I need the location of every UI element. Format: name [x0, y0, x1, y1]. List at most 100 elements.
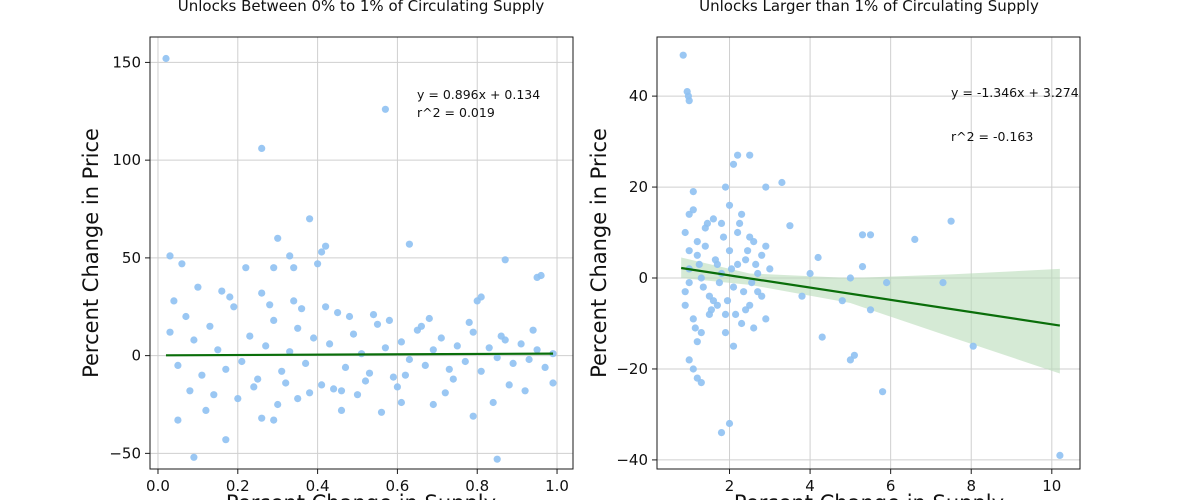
- right-data-point: [725, 201, 734, 209]
- left-data-point: [449, 375, 457, 383]
- right-data-point: [740, 288, 748, 296]
- left-ticks: 0.0 0.2 0.4 0.6 0.8 1.0 −50 0 50 100 150: [109, 53, 569, 495]
- right-data-point: [689, 188, 697, 196]
- right-scatter-panel: Unlocks Larger than 1% of Circulating Su…: [587, 0, 1081, 504]
- right-data-point: [681, 288, 689, 296]
- left-data-point: [549, 379, 557, 387]
- right-plot-frame: [656, 36, 1081, 470]
- right-data-point: [705, 292, 714, 300]
- right-data-point: [689, 315, 697, 323]
- right-data-point: [969, 342, 977, 350]
- right-data-point: [748, 279, 756, 287]
- right-data-point: [699, 283, 707, 291]
- left-data-point: [385, 316, 393, 324]
- left-data-point: [166, 252, 174, 260]
- left-data-point: [314, 260, 322, 268]
- left-data-point: [465, 318, 473, 326]
- left-data-point: [190, 453, 198, 461]
- right-ticks: 2 4 6 8 10 −40 −20 0 20 40: [616, 87, 1061, 495]
- left-data-point: [242, 264, 250, 272]
- left-data-point: [166, 328, 174, 336]
- right-data-point: [846, 274, 855, 282]
- right-data-point: [746, 233, 754, 241]
- left-data-point: [381, 105, 389, 113]
- right-data-point: [798, 292, 806, 300]
- left-data-point: [349, 330, 358, 338]
- right-data-point: [744, 247, 752, 255]
- left-data-point: [186, 387, 194, 395]
- right-data-point: [750, 324, 758, 332]
- right-data-point: [846, 356, 855, 364]
- left-data-point: [369, 311, 378, 319]
- right-data-point: [879, 388, 887, 396]
- left-data-point: [445, 365, 453, 373]
- right-data-point: [681, 228, 689, 237]
- left-data-point: [477, 367, 485, 375]
- right-data-point: [695, 260, 703, 268]
- left-data-point: [429, 400, 437, 409]
- left-data-point: [202, 406, 210, 414]
- left-data-point: [230, 303, 238, 311]
- left-data-point: [170, 297, 178, 305]
- left-data-point: [509, 359, 517, 367]
- left-grid: [150, 37, 573, 469]
- left-data-point: [489, 398, 497, 407]
- left-data-point: [429, 346, 437, 354]
- left-data-point: [401, 371, 409, 379]
- left-data-point: [306, 389, 314, 397]
- right-data-point: [717, 429, 726, 437]
- right-x-tick-label: 4: [805, 477, 815, 495]
- left-data-point: [258, 144, 266, 152]
- right-data-point: [858, 263, 867, 271]
- left-points: [162, 54, 557, 463]
- left-data-point: [437, 334, 445, 342]
- right-data-point: [742, 256, 750, 264]
- right-data-point: [754, 269, 762, 278]
- left-data-point: [198, 371, 206, 379]
- left-data-point: [501, 256, 509, 264]
- left-data-point: [425, 314, 433, 323]
- right-data-point: [947, 217, 955, 225]
- right-data-point: [883, 279, 891, 287]
- left-y-tick-label: 0: [131, 347, 141, 365]
- left-data-point: [274, 234, 282, 242]
- left-data-point: [337, 406, 346, 414]
- left-data-point: [493, 455, 501, 463]
- left-data-point: [206, 322, 214, 330]
- left-x-tick-label: 0.0: [146, 477, 170, 495]
- right-data-point: [734, 151, 742, 159]
- left-data-point: [222, 365, 230, 373]
- left-data-point: [302, 359, 310, 367]
- right-y-tick-label: 0: [638, 269, 648, 287]
- right-confidence-band: [681, 257, 1060, 374]
- right-data-point: [778, 178, 786, 187]
- left-data-point: [294, 324, 302, 332]
- right-regression-line: [681, 266, 1061, 327]
- left-data-point: [417, 322, 425, 330]
- right-data-point: [1056, 451, 1064, 459]
- right-points: [679, 51, 1064, 459]
- left-data-point: [306, 215, 314, 223]
- right-data-point: [729, 342, 738, 350]
- left-data-point: [521, 387, 529, 395]
- left-regression-equation: y = 0.896x + 0.134: [417, 87, 540, 102]
- left-fit: [165, 352, 554, 357]
- right-data-point: [736, 219, 744, 227]
- right-data-point: [939, 279, 947, 287]
- right-y-tick-label: −20: [616, 360, 648, 378]
- left-data-point: [178, 260, 186, 268]
- right-data-point: [691, 324, 699, 332]
- left-data-point: [517, 340, 525, 348]
- left-data-point: [174, 416, 182, 424]
- left-data-point: [318, 248, 326, 256]
- right-x-axis-label: Percent Change in Supply: [734, 491, 1004, 500]
- right-data-point: [911, 235, 919, 243]
- left-y-tick-label: −50: [109, 444, 141, 462]
- left-data-point: [214, 346, 222, 354]
- right-chart-title: Unlocks Larger than 1% of Circulating Su…: [699, 0, 1039, 15]
- left-data-point: [421, 361, 429, 369]
- right-data-point: [758, 292, 766, 300]
- right-data-point: [693, 251, 701, 259]
- left-data-point: [337, 387, 346, 395]
- right-data-point: [703, 219, 712, 227]
